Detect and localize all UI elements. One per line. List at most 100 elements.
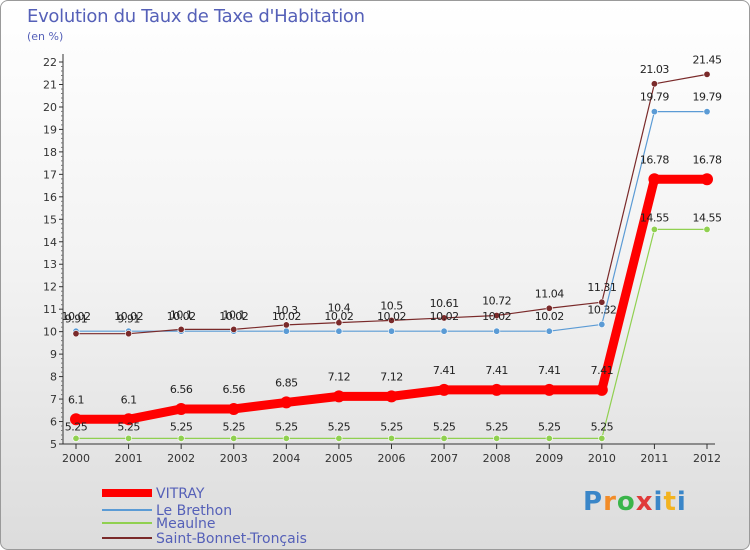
data-point bbox=[595, 383, 608, 396]
y-tick-label: 17 bbox=[43, 168, 57, 181]
data-label: 10.61 bbox=[430, 297, 459, 310]
data-point bbox=[387, 316, 395, 324]
data-label: 5.25 bbox=[65, 420, 88, 433]
data-label: 21.45 bbox=[693, 53, 722, 66]
data-point bbox=[493, 327, 501, 335]
y-tick-label: 7 bbox=[50, 393, 57, 406]
data-point bbox=[650, 225, 658, 233]
data-point bbox=[493, 311, 501, 319]
data-point bbox=[648, 173, 661, 186]
data-point bbox=[125, 330, 133, 338]
data-label: 5.25 bbox=[223, 420, 246, 433]
data-label: 19.79 bbox=[640, 91, 669, 104]
data-point bbox=[230, 325, 238, 333]
data-label: 7.41 bbox=[485, 364, 508, 377]
data-label: 10.02 bbox=[377, 310, 406, 323]
data-label: 10.02 bbox=[114, 310, 143, 323]
data-label: 9.91 bbox=[65, 313, 88, 326]
data-label: 21.03 bbox=[640, 63, 669, 76]
data-point bbox=[701, 173, 713, 186]
data-label: 10.3 bbox=[275, 304, 298, 317]
y-tick-label: 9 bbox=[50, 348, 57, 361]
data-point bbox=[122, 413, 135, 426]
data-point bbox=[332, 390, 345, 403]
data-point bbox=[387, 434, 395, 442]
data-label: 10.02 bbox=[482, 310, 511, 323]
data-label: 10.72 bbox=[482, 294, 511, 307]
data-label: 5.25 bbox=[170, 420, 193, 433]
data-label: 14.55 bbox=[693, 211, 722, 224]
data-label: 5.25 bbox=[328, 420, 351, 433]
data-point bbox=[545, 327, 553, 335]
data-point bbox=[545, 304, 553, 312]
data-point bbox=[490, 383, 503, 396]
data-label: 10.32 bbox=[587, 303, 616, 316]
legend-label: Saint-Bonnet-Tronçais bbox=[156, 531, 307, 547]
data-label: 5.25 bbox=[538, 420, 561, 433]
data-label: 7.12 bbox=[328, 370, 351, 383]
data-point bbox=[387, 327, 395, 335]
data-label: 19.79 bbox=[693, 91, 722, 104]
data-label: 11.31 bbox=[587, 281, 616, 294]
data-point bbox=[493, 434, 501, 442]
data-label: 10.02 bbox=[219, 310, 248, 323]
x-tick-label: 2004 bbox=[272, 452, 300, 465]
data-label: 16.78 bbox=[640, 153, 669, 166]
data-point bbox=[335, 327, 343, 335]
data-point bbox=[545, 434, 553, 442]
legend-label: Meaulne bbox=[156, 516, 216, 532]
data-point bbox=[72, 434, 80, 442]
data-point bbox=[703, 108, 711, 116]
data-point bbox=[175, 402, 188, 415]
y-tick-label: 20 bbox=[43, 101, 57, 114]
data-point bbox=[703, 70, 711, 78]
data-label: 5.25 bbox=[485, 420, 508, 433]
data-point bbox=[177, 325, 185, 333]
y-tick-label: 6 bbox=[50, 416, 57, 429]
y-tick-label: 14 bbox=[43, 236, 57, 249]
data-point bbox=[543, 383, 556, 396]
x-tick-label: 2002 bbox=[167, 452, 195, 465]
data-point bbox=[440, 434, 448, 442]
data-point bbox=[650, 108, 658, 116]
data-label: 10.02 bbox=[324, 310, 353, 323]
data-point bbox=[438, 383, 451, 396]
x-tick-label: 2001 bbox=[115, 452, 143, 465]
data-label: 5.25 bbox=[117, 420, 140, 433]
x-tick-label: 2012 bbox=[693, 452, 721, 465]
data-label: 10.02 bbox=[272, 310, 301, 323]
x-tick-label: 2000 bbox=[62, 452, 90, 465]
data-point bbox=[282, 321, 290, 329]
data-point bbox=[282, 327, 290, 335]
data-point bbox=[440, 314, 448, 322]
data-label: 14.55 bbox=[640, 211, 669, 224]
data-label: 5.25 bbox=[591, 420, 614, 433]
y-tick-label: 8 bbox=[50, 371, 57, 384]
data-label: 5.25 bbox=[275, 420, 298, 433]
data-point bbox=[703, 225, 711, 233]
x-tick-label: 2009 bbox=[535, 452, 563, 465]
data-label: 16.78 bbox=[693, 153, 722, 166]
y-tick-label: 13 bbox=[43, 258, 57, 271]
data-label: 6.1 bbox=[68, 393, 84, 406]
data-point bbox=[335, 319, 343, 327]
y-tick-label: 15 bbox=[43, 213, 57, 226]
data-point bbox=[177, 434, 185, 442]
y-tick-label: 22 bbox=[43, 56, 57, 69]
data-label: 10.02 bbox=[167, 310, 196, 323]
data-label: 6.56 bbox=[223, 383, 246, 396]
y-tick-label: 10 bbox=[43, 326, 57, 339]
data-point bbox=[598, 298, 606, 306]
data-label: 6.56 bbox=[170, 383, 193, 396]
data-point bbox=[227, 402, 240, 415]
x-tick-label: 2011 bbox=[640, 452, 668, 465]
data-label: 10.5 bbox=[380, 299, 403, 312]
data-label: 10.1 bbox=[170, 308, 193, 321]
data-label: 7.41 bbox=[538, 364, 561, 377]
data-label: 7.41 bbox=[433, 364, 456, 377]
data-label: 10.02 bbox=[430, 310, 459, 323]
data-label: 10.1 bbox=[223, 308, 246, 321]
data-point bbox=[650, 80, 658, 88]
